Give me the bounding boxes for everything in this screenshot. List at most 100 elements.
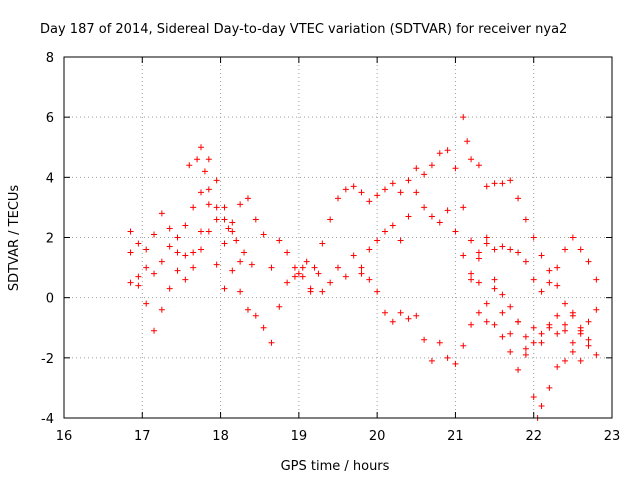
data-point-sat-g	[452, 228, 459, 235]
plot-frame	[63, 56, 613, 419]
data-point-sat-i	[499, 291, 506, 298]
data-point-sat-e	[374, 192, 381, 199]
y-tick-label: 6	[46, 111, 54, 126]
data-point-sat-d	[213, 204, 220, 211]
data-point-sat-f	[585, 342, 592, 349]
data-point-sat-b	[252, 312, 259, 319]
data-point-sat-d	[186, 162, 193, 169]
data-point-sat-c	[174, 267, 181, 274]
data-point-sat-e	[335, 195, 341, 202]
data-point-sat-g	[460, 252, 467, 259]
data-point-sat-b	[268, 339, 275, 346]
data-point-sat-h	[499, 180, 506, 187]
data-point-sat-e	[593, 276, 600, 283]
data-point-sat-b	[127, 279, 134, 286]
data-point-sat-e	[475, 249, 482, 256]
data-point-sat-e	[515, 249, 522, 256]
data-point-sat-a	[143, 246, 150, 253]
data-point-sat-h	[569, 312, 576, 319]
data-point-sat-c	[135, 273, 142, 280]
data-point-sat-b	[291, 264, 298, 271]
data-point-sat-b	[198, 246, 204, 253]
data-point-sat-f	[319, 288, 326, 295]
data-point-sat-f	[381, 309, 388, 316]
data-point-sat-a	[190, 204, 197, 211]
data-point-sat-e	[499, 243, 506, 250]
data-point-sat-b	[158, 258, 165, 265]
data-point-sat-h	[554, 282, 561, 289]
data-point-sat-i	[522, 333, 529, 340]
data-point-sat-a	[174, 249, 181, 256]
data-point-sat-h	[468, 156, 475, 163]
data-point-sat-f	[358, 264, 365, 271]
data-point-sat-g	[405, 213, 412, 220]
data-point-sat-g	[522, 351, 529, 358]
data-point-sat-e	[585, 258, 592, 265]
data-point-sat-b	[299, 273, 306, 280]
data-point-sat-i	[468, 276, 475, 283]
data-point-sat-f	[475, 309, 482, 316]
data-point-sat-c	[229, 228, 236, 235]
data-point-sat-h	[585, 318, 592, 325]
data-point-sat-f	[342, 273, 349, 280]
data-point-sat-b	[213, 261, 220, 268]
data-point-sat-f	[436, 339, 443, 346]
data-point-sat-h	[530, 234, 537, 241]
data-point-sat-d	[194, 156, 201, 163]
data-point-sat-e	[452, 165, 459, 172]
data-point-sat-e	[460, 204, 467, 211]
data-point-sat-h	[460, 114, 467, 121]
data-point-sat-f	[522, 345, 529, 352]
data-point-sat-e	[444, 147, 451, 154]
data-point-sat-e	[483, 240, 490, 247]
data-point-sat-c	[182, 276, 189, 283]
y-tick-label: 0	[46, 292, 54, 307]
data-point-sat-h	[562, 300, 569, 307]
data-point-sat-e	[319, 240, 326, 247]
data-point-sat-b	[237, 288, 244, 295]
data-point-sat-f	[593, 351, 600, 358]
data-point-sat-f	[460, 342, 467, 349]
data-point-sat-e	[389, 180, 396, 187]
data-point-sat-a	[205, 201, 212, 208]
data-point-sat-f	[327, 279, 334, 286]
data-point-sat-c	[198, 189, 204, 196]
data-point-sat-f	[389, 318, 396, 325]
data-point-sat-d	[201, 168, 208, 175]
data-point-sat-b	[284, 279, 291, 286]
data-point-sat-f	[491, 321, 498, 328]
data-point-sat-a	[127, 228, 134, 235]
data-point-sat-i	[546, 324, 553, 331]
data-point-sat-e	[507, 246, 514, 253]
data-point-sat-a	[229, 219, 236, 226]
data-point-sat-a	[291, 273, 298, 280]
data-point-sat-e	[405, 177, 412, 184]
data-point-sat-a	[166, 225, 173, 232]
y-tick-label: -4	[41, 412, 54, 427]
data-point-sat-e	[366, 198, 373, 205]
data-point-sat-a	[221, 240, 228, 247]
data-point-sat-b	[135, 282, 142, 289]
data-point-sat-c	[143, 300, 150, 307]
data-point-sat-c	[166, 285, 173, 292]
data-point-sat-i	[475, 255, 482, 262]
data-point-sat-g	[381, 228, 388, 235]
y-tick-label: 2	[46, 232, 54, 247]
data-point-sat-c	[237, 258, 244, 265]
data-point-sat-e	[428, 162, 435, 169]
data-point-sat-g	[436, 219, 443, 226]
data-point-sat-g	[413, 189, 420, 196]
grid-lines	[64, 57, 612, 418]
data-point-sat-b	[260, 324, 267, 331]
data-point-sat-g	[475, 279, 482, 286]
data-point-sat-d	[221, 216, 228, 223]
data-point-sat-a	[237, 201, 244, 208]
data-point-sat-e	[538, 288, 545, 295]
data-point-sat-e	[546, 279, 553, 286]
data-point-sat-e	[530, 276, 537, 283]
data-point-sat-g	[389, 222, 396, 229]
data-point-sat-c	[190, 249, 197, 256]
data-point-sat-b	[244, 306, 251, 313]
y-tick-label: -2	[41, 352, 54, 367]
data-point-sat-g	[468, 270, 475, 277]
